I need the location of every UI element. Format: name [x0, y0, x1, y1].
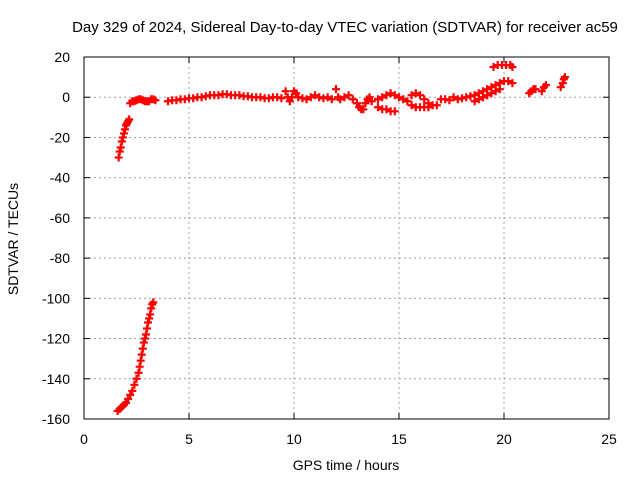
data-point — [531, 85, 540, 94]
data-point — [149, 298, 158, 307]
y-tick-label: -120 — [42, 331, 70, 347]
data-point — [365, 93, 374, 102]
data-point — [359, 105, 368, 114]
data-point — [495, 85, 504, 94]
x-tick-label: 15 — [391, 431, 407, 447]
data-point — [390, 91, 399, 100]
data-point — [332, 85, 340, 94]
data-point — [416, 91, 424, 100]
y-tick-label: -100 — [42, 290, 70, 306]
y-tick-label: -160 — [42, 411, 70, 427]
data-point — [374, 95, 382, 104]
data-point — [378, 93, 387, 102]
data-point — [367, 97, 376, 106]
data-point — [344, 91, 353, 100]
data-point — [407, 91, 416, 100]
data-point — [348, 95, 357, 104]
data-point — [508, 79, 517, 88]
y-tick-label: -40 — [50, 170, 70, 186]
data-point — [340, 93, 349, 102]
data-point — [479, 93, 487, 102]
data-point — [151, 96, 160, 105]
data-point — [542, 81, 550, 90]
data-point — [449, 93, 458, 102]
y-axis-label: SDTVAR / TECUs — [5, 183, 21, 295]
data-point — [424, 103, 433, 112]
grid — [84, 57, 609, 419]
data-point — [306, 93, 315, 102]
data-point — [126, 390, 135, 399]
data-point — [353, 99, 361, 108]
plot-frame — [83, 56, 610, 420]
y-tick-label: 0 — [62, 89, 70, 105]
data-point — [386, 89, 395, 98]
data-point — [336, 95, 345, 104]
data-point — [399, 95, 408, 104]
data-point — [556, 83, 565, 92]
data-point — [327, 95, 336, 104]
data-point — [470, 97, 479, 106]
data-point — [508, 63, 517, 72]
data-point — [292, 89, 301, 98]
data-point — [432, 101, 441, 110]
y-tick-label: 20 — [54, 49, 70, 65]
data-point — [403, 97, 412, 106]
data-point — [361, 99, 370, 108]
data-point — [125, 115, 134, 124]
x-tick-label: 25 — [601, 431, 617, 447]
series-near-zero-band — [126, 61, 569, 116]
y-tick-label: -80 — [50, 250, 70, 266]
axis-ticks: 0 5 10 15 20 25 20 0 -20 -40 -60 -80 -100 -120 -140 -16… — [42, 49, 617, 447]
data-point — [122, 398, 130, 407]
data-point — [374, 103, 382, 112]
series-steep-descent-arc — [113, 298, 158, 415]
data-point — [537, 87, 546, 96]
data-point — [487, 89, 496, 98]
data-point — [323, 93, 332, 102]
chart-title: Day 329 of 2024, Sidereal Day-to-day VTE… — [72, 19, 618, 36]
data-point — [281, 87, 290, 96]
data-point — [302, 95, 311, 104]
x-tick-label: 0 — [80, 431, 88, 447]
y-tick-label: -60 — [50, 210, 70, 226]
data-point — [483, 91, 492, 100]
data-points — [113, 61, 569, 415]
data-point — [132, 374, 141, 383]
data-point — [411, 89, 420, 98]
data-point — [491, 87, 500, 96]
data-point — [128, 386, 137, 395]
data-point — [489, 63, 498, 72]
data-point — [285, 97, 294, 106]
data-point — [382, 91, 391, 100]
x-axis-label: GPS time / hours — [293, 457, 400, 473]
data-point — [420, 95, 429, 104]
data-point — [395, 93, 403, 102]
data-point — [407, 101, 416, 110]
y-tick-label: -140 — [42, 371, 70, 387]
x-tick-label: 20 — [496, 431, 512, 447]
data-point — [124, 394, 133, 403]
data-point — [130, 380, 139, 389]
data-point — [560, 73, 569, 82]
y-tick-label: -20 — [50, 129, 70, 145]
data-point — [382, 105, 391, 114]
data-point — [445, 96, 454, 105]
x-tick-label: 10 — [286, 431, 302, 447]
series-early-rise-arc — [114, 115, 134, 162]
data-point — [390, 107, 399, 116]
data-point — [311, 91, 319, 100]
x-tick-label: 5 — [185, 431, 193, 447]
data-point — [474, 95, 483, 104]
data-point — [504, 77, 513, 86]
